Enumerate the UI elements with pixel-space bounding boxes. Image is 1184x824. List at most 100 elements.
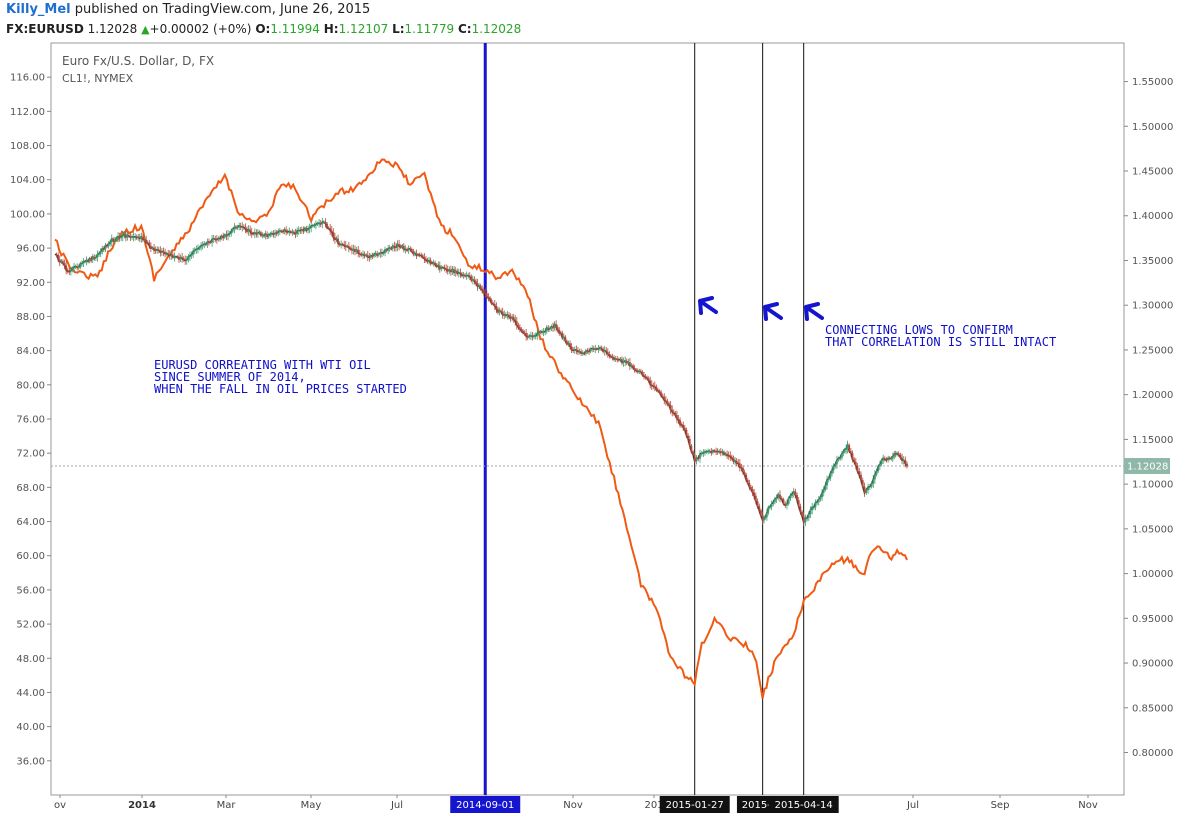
candle-body: [644, 376, 647, 378]
author-link[interactable]: Killy_Mel: [6, 2, 71, 17]
candle-body: [774, 499, 776, 503]
candle-body: [894, 453, 897, 455]
vertical-marker-tag-bg: [450, 796, 521, 813]
time-axis[interactable]: ov2014MarMayJulSepNov201JulSepNov: [54, 795, 1098, 811]
up-triangle-icon: ▲: [141, 23, 150, 36]
candle-body: [831, 470, 833, 474]
vertical-marker-tag-label: 2014-09-01: [456, 800, 514, 811]
candle-body: [326, 223, 328, 228]
vertical-marker-tag-label: 2015-01-27: [666, 800, 724, 811]
candle-body: [760, 510, 762, 516]
left-tick-label: 56.00: [16, 585, 45, 596]
candle-body: [542, 332, 545, 334]
candle-body: [906, 463, 908, 467]
candle-body: [503, 314, 506, 316]
candle-body: [640, 371, 642, 373]
candle-body: [189, 255, 191, 257]
candle-body: [566, 341, 568, 345]
candle-body: [872, 479, 875, 484]
candle-body: [126, 235, 129, 238]
candle-body: [429, 260, 432, 263]
candle-body: [409, 248, 412, 250]
candle-body: [106, 245, 108, 247]
annotation-lows-line2: THAT CORRELATION IS STILL INTACT: [825, 335, 1056, 349]
candle-body: [355, 249, 358, 252]
candle-body: [885, 459, 888, 461]
candle-body: [193, 250, 196, 252]
candle-body: [446, 269, 449, 271]
vertical-marker-tag-label: 2015-03: [742, 800, 784, 811]
right-tick-label: 1.05000: [1132, 524, 1173, 535]
candle-body: [858, 471, 861, 475]
candle-body: [311, 225, 314, 227]
candle-body: [376, 253, 379, 256]
candle-body: [702, 452, 705, 454]
candle-body: [649, 380, 652, 385]
candle-body: [129, 236, 132, 238]
candle-body: [680, 424, 683, 426]
vertical-markers: [483, 43, 805, 795]
candle-body: [627, 362, 630, 364]
candle-body: [874, 474, 876, 480]
candle-body: [690, 445, 693, 452]
candle-body: [584, 350, 587, 354]
candle-body: [357, 249, 360, 254]
left-tick-label: 96.00: [16, 244, 45, 255]
candle-body: [770, 503, 773, 507]
candle-body: [541, 331, 543, 333]
candle-body: [62, 261, 64, 264]
candle-body: [767, 507, 770, 513]
candle-body: [95, 257, 97, 259]
candle-body: [399, 245, 402, 248]
candle-body: [591, 348, 594, 350]
candle-body: [550, 326, 553, 329]
annotation-lows-line1: CONNECTING LOWS TO CONFIRM: [825, 323, 1013, 337]
candle-body: [610, 355, 612, 357]
candle-body: [533, 336, 535, 338]
candle-body: [481, 288, 484, 291]
candle-body: [267, 235, 270, 237]
candle-body: [167, 253, 170, 255]
candle-body: [492, 303, 495, 305]
candle-body: [861, 480, 864, 487]
candle-body: [93, 256, 96, 259]
candle-body: [708, 451, 711, 453]
vertical-marker-tag: 2015-04-14: [768, 796, 839, 813]
candle-body: [145, 239, 148, 243]
right-price-axis[interactable]: 1.55000 1.50000 1.45000 1.40000 1.35000 1.300…: [1124, 77, 1173, 759]
candle-body: [175, 256, 177, 258]
candle-body: [308, 228, 311, 230]
candle-body: [319, 223, 322, 225]
candle-body: [555, 324, 558, 328]
candle-body: [520, 329, 523, 331]
candle-body: [693, 454, 696, 462]
candle-body: [393, 246, 396, 248]
candle-body: [517, 325, 520, 328]
candle-body: [162, 251, 165, 253]
candle-body: [120, 236, 123, 238]
candle-body: [624, 360, 627, 362]
candle-body: [435, 264, 438, 267]
candle-body: [185, 259, 188, 261]
candle-body: [497, 309, 499, 313]
candle-body: [140, 236, 143, 239]
candle-body: [870, 483, 873, 487]
candle-body: [157, 249, 160, 251]
right-tick-label: 1.20000: [1132, 390, 1173, 401]
candle-body: [746, 479, 749, 484]
candle-body: [655, 386, 658, 390]
candle-body: [395, 247, 397, 249]
candle-body: [335, 238, 338, 240]
candle-body: [753, 492, 756, 496]
vertical-marker-tag-bg: [659, 796, 730, 813]
candle-body: [504, 314, 507, 316]
annotation-correlation-line2: SINCE SUMMER OF 2014,: [154, 370, 306, 384]
time-tick-label: Nov: [563, 800, 583, 811]
candle-body: [707, 451, 710, 453]
left-price-axis[interactable]: 116.00 112.00 108.00 104.00 100.00 96.00 92.00…: [10, 73, 51, 768]
candle-body: [402, 245, 405, 250]
candle-body: [695, 458, 698, 462]
candle-body: [807, 514, 810, 519]
candle-body: [448, 269, 451, 271]
